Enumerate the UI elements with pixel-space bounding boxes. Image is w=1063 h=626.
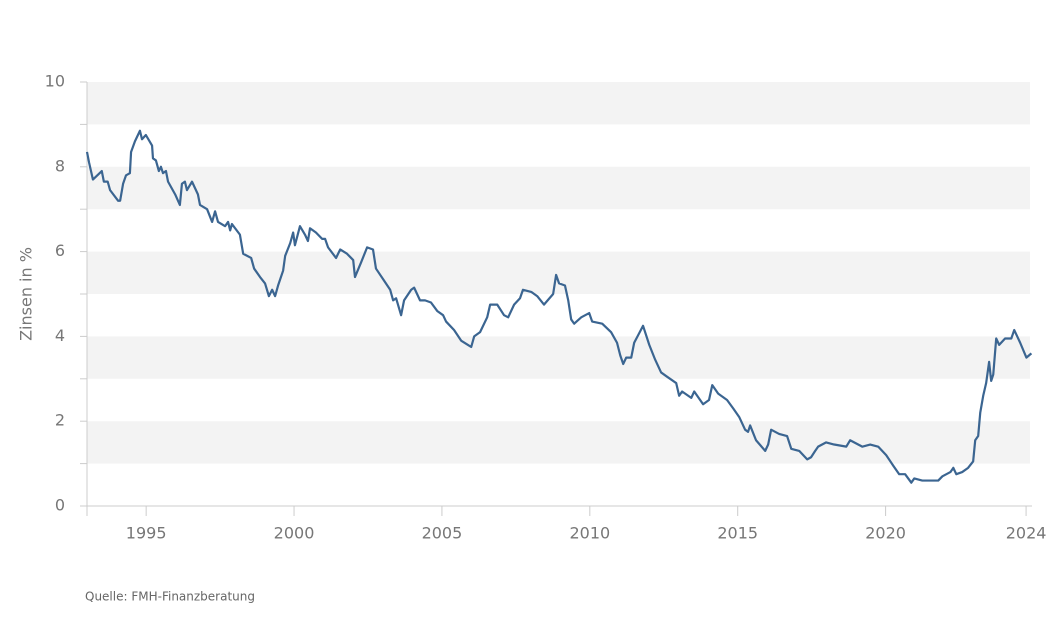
x-tick-label: 1995	[126, 524, 167, 543]
x-tick-label: 2024	[1006, 524, 1047, 543]
x-tick-label: 2015	[717, 524, 758, 543]
y-tick-label: 6	[55, 241, 65, 260]
grid-band	[87, 421, 1030, 464]
y-tick-label: 8	[55, 156, 65, 175]
x-tick-label: 2010	[569, 524, 610, 543]
line-series	[85, 129, 1033, 484]
grid-band	[87, 82, 1030, 125]
y-axis-label: Zinsen in %	[17, 247, 36, 341]
grid-band	[87, 336, 1030, 379]
y-tick-label: 10	[45, 72, 65, 91]
y-tick-label: 2	[55, 411, 65, 430]
y-tick-label: 4	[55, 326, 65, 345]
source: Quelle: FMH-Finanzberatung	[85, 590, 255, 604]
grid-band	[87, 166, 1030, 210]
x-tick-label: 2000	[274, 524, 315, 543]
x-tick-label: 2020	[865, 524, 906, 543]
x-tick-label: 2005	[422, 524, 463, 543]
grid-band	[87, 251, 1030, 294]
y-tick-label: 0	[55, 496, 65, 515]
